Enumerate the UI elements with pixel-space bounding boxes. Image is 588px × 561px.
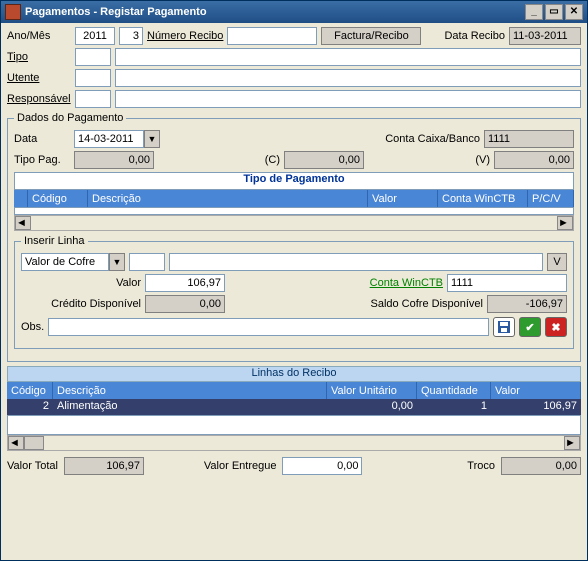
valor-label: Valor <box>116 277 141 289</box>
obs-input[interactable] <box>48 318 489 336</box>
scroll-thumb[interactable] <box>24 436 44 450</box>
window-title: Pagamentos - Registar Pagamento <box>25 6 207 18</box>
inserir-tipo-dropdown[interactable]: ▼ <box>21 253 125 271</box>
maximize-button[interactable]: ▭ <box>545 4 563 20</box>
col-pcv[interactable]: P/C/V <box>528 190 574 207</box>
inserir-code-input[interactable] <box>129 253 165 271</box>
tipo-label[interactable]: Tipo <box>7 51 71 63</box>
conta-caixa-label: Conta Caixa/Banco <box>385 133 480 145</box>
conta-caixa-input[interactable] <box>484 130 574 148</box>
credito-disp-value <box>145 295 225 313</box>
data-input[interactable] <box>74 130 144 148</box>
responsavel-label[interactable]: Responsável <box>7 93 71 105</box>
tipo-pag-label: Tipo Pag. <box>14 154 70 166</box>
valor-v-label: (V) <box>475 154 490 166</box>
inserir-linha-legend: Inserir Linha <box>21 235 88 247</box>
cell-codigo: 2 <box>7 399 53 415</box>
table-row[interactable]: 2 Alimentação 0,00 1 106,97 <box>7 399 581 415</box>
valor-entregue-label: Valor Entregue <box>204 460 277 472</box>
lcol-valor[interactable]: Valor <box>491 382 581 399</box>
minimize-button[interactable]: _ <box>525 4 543 20</box>
responsavel-desc-input[interactable] <box>115 90 581 108</box>
credito-disp-label: Crédito Disponível <box>51 298 141 310</box>
lcol-codigo[interactable]: Código <box>7 382 53 399</box>
tipo-pag-value <box>74 151 154 169</box>
utente-label[interactable]: Utente <box>7 72 71 84</box>
linhas-recibo-title: Linhas do Recibo <box>7 366 581 382</box>
numero-recibo-input[interactable] <box>227 27 317 45</box>
chevron-down-icon[interactable]: ▼ <box>144 130 160 148</box>
obs-label: Obs. <box>21 321 44 333</box>
saldo-cofre-label: Saldo Cofre Disponível <box>370 298 483 310</box>
cell-qtd: 1 <box>417 399 491 415</box>
tipo-pagamento-columns: Código Descrição Valor Conta WinCTB P/C/… <box>14 190 574 207</box>
col-descricao[interactable]: Descrição <box>88 190 368 207</box>
scroll-right-icon[interactable]: ► <box>564 436 580 450</box>
valor-input[interactable] <box>145 274 225 292</box>
data-recibo-label: Data Recibo <box>444 30 505 42</box>
content: Ano/Mês Número Recibo Factura/Recibo Dat… <box>1 23 587 560</box>
responsavel-code-input[interactable] <box>75 90 111 108</box>
app-icon <box>5 4 21 20</box>
ano-input[interactable] <box>75 27 115 45</box>
numero-recibo-label[interactable]: Número Recibo <box>147 30 223 42</box>
conta-winctb-label[interactable]: Conta WinCTB <box>370 277 443 289</box>
save-icon[interactable] <box>493 317 515 337</box>
v-button[interactable]: V <box>547 253 567 271</box>
cell-valunit: 0,00 <box>327 399 417 415</box>
scroll-left-icon[interactable]: ◄ <box>8 436 24 450</box>
titlebar[interactable]: Pagamentos - Registar Pagamento _ ▭ ✕ <box>1 1 587 23</box>
tipo-desc-input[interactable] <box>115 48 581 66</box>
inserir-linha-group: Inserir Linha ▼ V Valor <box>14 235 574 349</box>
chevron-down-icon[interactable]: ▼ <box>109 253 125 271</box>
window: Pagamentos - Registar Pagamento _ ▭ ✕ An… <box>0 0 588 561</box>
data-dropdown[interactable]: ▼ <box>74 130 160 148</box>
troco-value <box>501 457 581 475</box>
tipo-code-input[interactable] <box>75 48 111 66</box>
saldo-cofre-value <box>487 295 567 313</box>
linhas-columns: Código Descrição Valor Unitário Quantida… <box>7 382 581 399</box>
linhas-scrollbar[interactable]: ◄ ► <box>7 435 581 451</box>
cell-descricao: Alimentação <box>53 399 327 415</box>
lcol-valunit[interactable]: Valor Unitário <box>327 382 417 399</box>
tipo-pagamento-title: Tipo de Pagamento <box>14 172 574 190</box>
credito-c-value <box>284 151 364 169</box>
valor-entregue-input[interactable] <box>282 457 362 475</box>
mes-input[interactable] <box>119 27 143 45</box>
utente-desc-input[interactable] <box>115 69 581 87</box>
scroll-right-icon[interactable]: ► <box>557 216 573 230</box>
inserir-desc-input[interactable] <box>169 253 543 271</box>
valor-total-label: Valor Total <box>7 460 58 472</box>
col-codigo[interactable]: Código <box>28 190 88 207</box>
conta-winctb-input[interactable] <box>447 274 567 292</box>
valor-total-value <box>64 457 144 475</box>
close-button[interactable]: ✕ <box>565 4 583 20</box>
troco-label: Troco <box>467 460 495 472</box>
data-label: Data <box>14 133 70 145</box>
cell-valor: 106,97 <box>491 399 581 415</box>
tipo-pagamento-grid-empty <box>14 207 574 215</box>
tipo-pag-scrollbar[interactable]: ◄ ► <box>14 215 574 231</box>
factura-recibo-button[interactable]: Factura/Recibo <box>321 27 421 45</box>
linhas-grid-empty <box>7 415 581 435</box>
data-recibo-input <box>509 27 581 45</box>
lcol-descricao[interactable]: Descrição <box>53 382 327 399</box>
credito-c-label: (C) <box>265 154 280 166</box>
col-conta[interactable]: Conta WinCTB <box>438 190 528 207</box>
cancel-icon[interactable]: ✖ <box>545 317 567 337</box>
ano-mes-label: Ano/Mês <box>7 30 71 42</box>
lcol-qtd[interactable]: Quantidade <box>417 382 491 399</box>
scroll-left-icon[interactable]: ◄ <box>15 216 31 230</box>
confirm-icon[interactable]: ✔ <box>519 317 541 337</box>
utente-code-input[interactable] <box>75 69 111 87</box>
inserir-tipo-input[interactable] <box>21 253 109 271</box>
dados-pagamento-legend: Dados do Pagamento <box>14 112 126 124</box>
dados-pagamento-group: Dados do Pagamento Data ▼ Conta Caixa/Ba… <box>7 112 581 362</box>
valor-v-value <box>494 151 574 169</box>
col-valor[interactable]: Valor <box>368 190 438 207</box>
